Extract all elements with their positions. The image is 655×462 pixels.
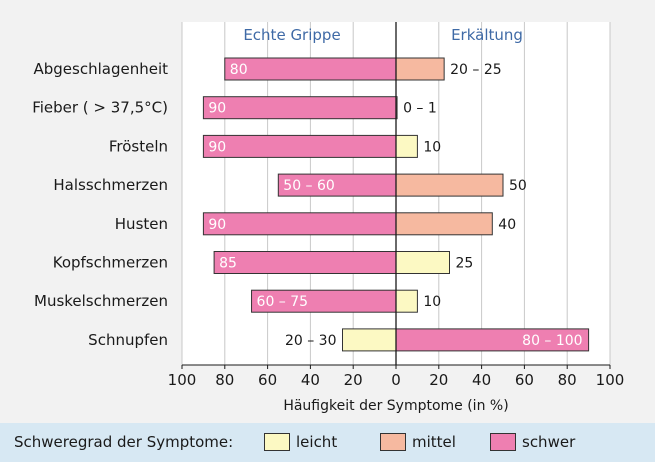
data-label-echte-grippe: 60 – 75	[257, 294, 309, 310]
x-tick-label: 100	[596, 371, 625, 389]
legend-label-leicht: leicht	[296, 433, 338, 451]
data-label-erkaeltung: 40	[498, 217, 516, 233]
bar-erkaeltung	[395, 134, 418, 158]
category-label: Muskelschmerzen	[34, 292, 168, 310]
data-label-erkaeltung: 10	[423, 139, 441, 155]
data-label-echte-grippe: 90	[208, 139, 226, 155]
header-echte-grippe: Echte Grippe	[243, 26, 340, 44]
bar-erkaeltung	[395, 212, 493, 236]
category-label: Abgeschlagenheit	[33, 60, 168, 78]
category-label: Frösteln	[109, 137, 168, 155]
data-label-echte-grippe: 20 – 30	[285, 333, 337, 349]
bar-echte-grippe	[342, 328, 397, 352]
header-erkaeltung: Erkältung	[451, 26, 523, 44]
bar-erkaeltung	[395, 251, 450, 274]
bar-echte-grippe	[202, 96, 397, 120]
data-label-erkaeltung: 25	[456, 256, 474, 272]
x-axis-title: Häufigkeit der Symptome (in %)	[283, 398, 508, 414]
legend-swatch-mittel	[380, 433, 406, 451]
x-tick-label: 80	[215, 371, 234, 389]
x-tick-label: 20	[429, 371, 448, 389]
x-tick-label: 80	[558, 371, 577, 389]
legend-swatch-schwer	[490, 433, 516, 451]
x-tick-label: 40	[301, 371, 320, 389]
data-label-echte-grippe: 90	[208, 101, 226, 117]
bar-echte-grippe	[202, 212, 397, 236]
data-label-echte-grippe: 85	[219, 256, 237, 272]
category-label: Schnupfen	[88, 331, 168, 349]
data-label-echte-grippe: 90	[208, 217, 226, 233]
bar-erkaeltung	[395, 57, 445, 81]
data-label-echte-grippe: 50 – 60	[283, 178, 335, 194]
x-tick-label: 60	[515, 371, 534, 389]
legend-label-schwer: schwer	[522, 433, 576, 451]
x-tick-label: 20	[344, 371, 363, 389]
bar-erkaeltung	[395, 173, 504, 197]
data-label-erkaeltung: 20 – 25	[450, 62, 502, 78]
bar-echte-grippe	[202, 134, 397, 158]
data-label-echte-grippe: 80	[230, 62, 248, 78]
legend-swatch-leicht	[264, 433, 290, 451]
data-label-erkaeltung: 50	[509, 178, 527, 194]
category-label: Husten	[115, 215, 168, 233]
x-tick-label: 40	[472, 371, 491, 389]
data-label-erkaeltung: 0 – 1	[403, 101, 437, 117]
category-label: Kopfschmerzen	[53, 254, 168, 272]
x-tick-label: 60	[258, 371, 277, 389]
bar-echte-grippe	[224, 57, 397, 81]
legend-label-mittel: mittel	[412, 433, 456, 451]
legend-title: Schweregrad der Symptome:	[14, 433, 234, 451]
category-label: Halsschmerzen	[53, 176, 168, 194]
legend: Schweregrad der Symptome: leicht mittel …	[0, 423, 655, 462]
data-label-erkaeltung: 80 – 100	[522, 333, 582, 349]
x-tick-label: 0	[391, 371, 401, 389]
x-tick-label: 100	[168, 371, 197, 389]
category-label: Fieber ( > 37,5°C)	[32, 99, 168, 117]
data-label-erkaeltung: 10	[423, 294, 441, 310]
bar-erkaeltung	[395, 289, 418, 313]
chart-svg: Abgeschlagenheit 80 20 – 25 Fieber ( > 37,5…	[32, 22, 625, 414]
bar-echte-grippe	[213, 251, 397, 274]
